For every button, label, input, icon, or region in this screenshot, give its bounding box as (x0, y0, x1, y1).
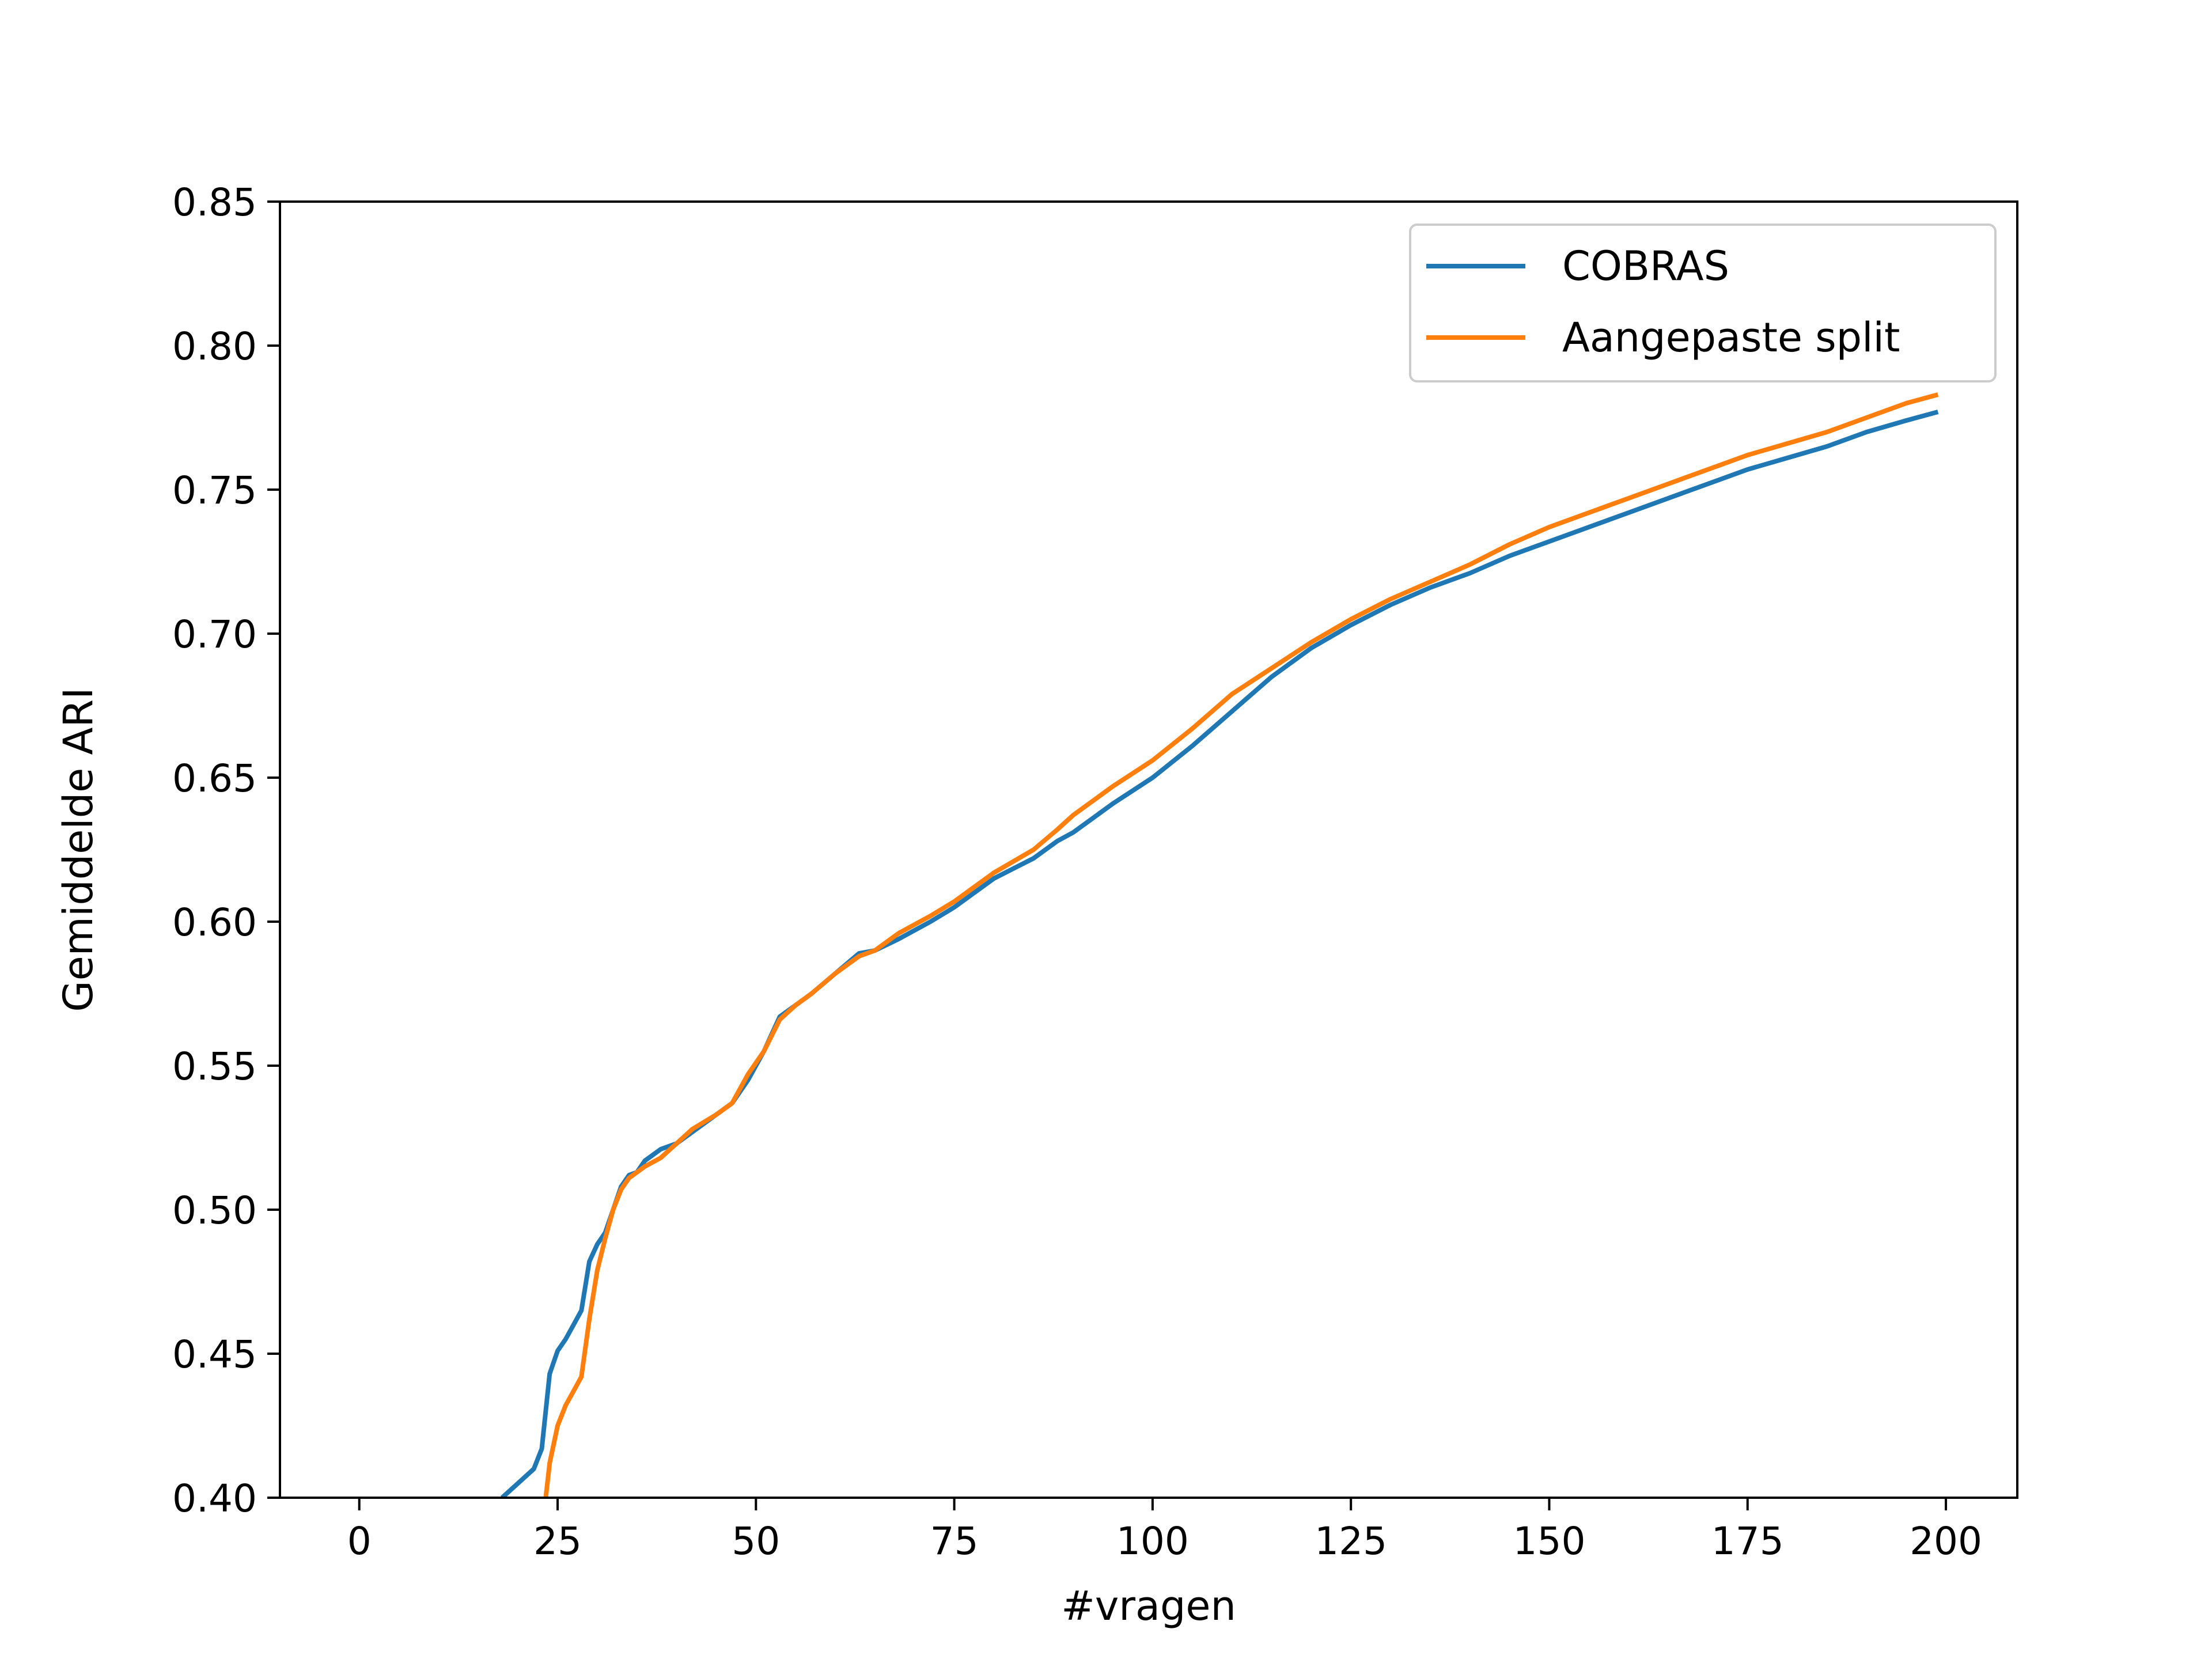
y-axis-label: Gemiddelde ARI (55, 687, 102, 1012)
legend: COBRAS Aangepaste split (1409, 224, 1997, 382)
y-tick-label: 0.80 (172, 324, 257, 369)
x-tick-label: 200 (1910, 1519, 1982, 1563)
legend-entry-label: Aangepaste split (1562, 314, 1900, 361)
y-tick-label: 0.65 (172, 756, 257, 801)
x-tick-label: 125 (1315, 1519, 1387, 1563)
x-tick-label: 25 (533, 1519, 582, 1563)
legend-entry-label: COBRAS (1562, 243, 1729, 290)
series-line-aangepaste-split (543, 392, 1939, 1498)
y-tick-label: 0.55 (172, 1044, 257, 1089)
y-tick-label: 0.70 (172, 612, 257, 657)
series-layer (500, 392, 1939, 1498)
axes-frame (279, 200, 2018, 1499)
y-tick-label: 0.85 (172, 180, 257, 225)
y-tick-label: 0.45 (172, 1332, 257, 1377)
x-tick-label: 175 (1711, 1519, 1784, 1563)
x-tick-label: 50 (732, 1519, 780, 1563)
y-tick-label: 0.50 (172, 1188, 257, 1233)
y-axis-ticks: 0.40 0.45 0.50 0.55 0.60 0.65 0.70 0.75 0.80 0.85 (172, 180, 280, 1521)
y-tick-label: 0.40 (172, 1476, 257, 1521)
x-axis-label: #vragen (1061, 1582, 1236, 1630)
y-tick-label: 0.75 (172, 468, 257, 513)
x-tick-label: 0 (347, 1519, 372, 1563)
x-axis-ticks: 0 25 50 75 100 125 150 175 200 (347, 1498, 1982, 1563)
legend-box (1409, 224, 1997, 382)
y-tick-label: 0.60 (172, 900, 257, 945)
x-tick-label: 150 (1513, 1519, 1585, 1563)
x-tick-label: 100 (1116, 1519, 1189, 1563)
x-tick-label: 75 (930, 1519, 979, 1563)
series-line-cobras (500, 410, 1939, 1498)
